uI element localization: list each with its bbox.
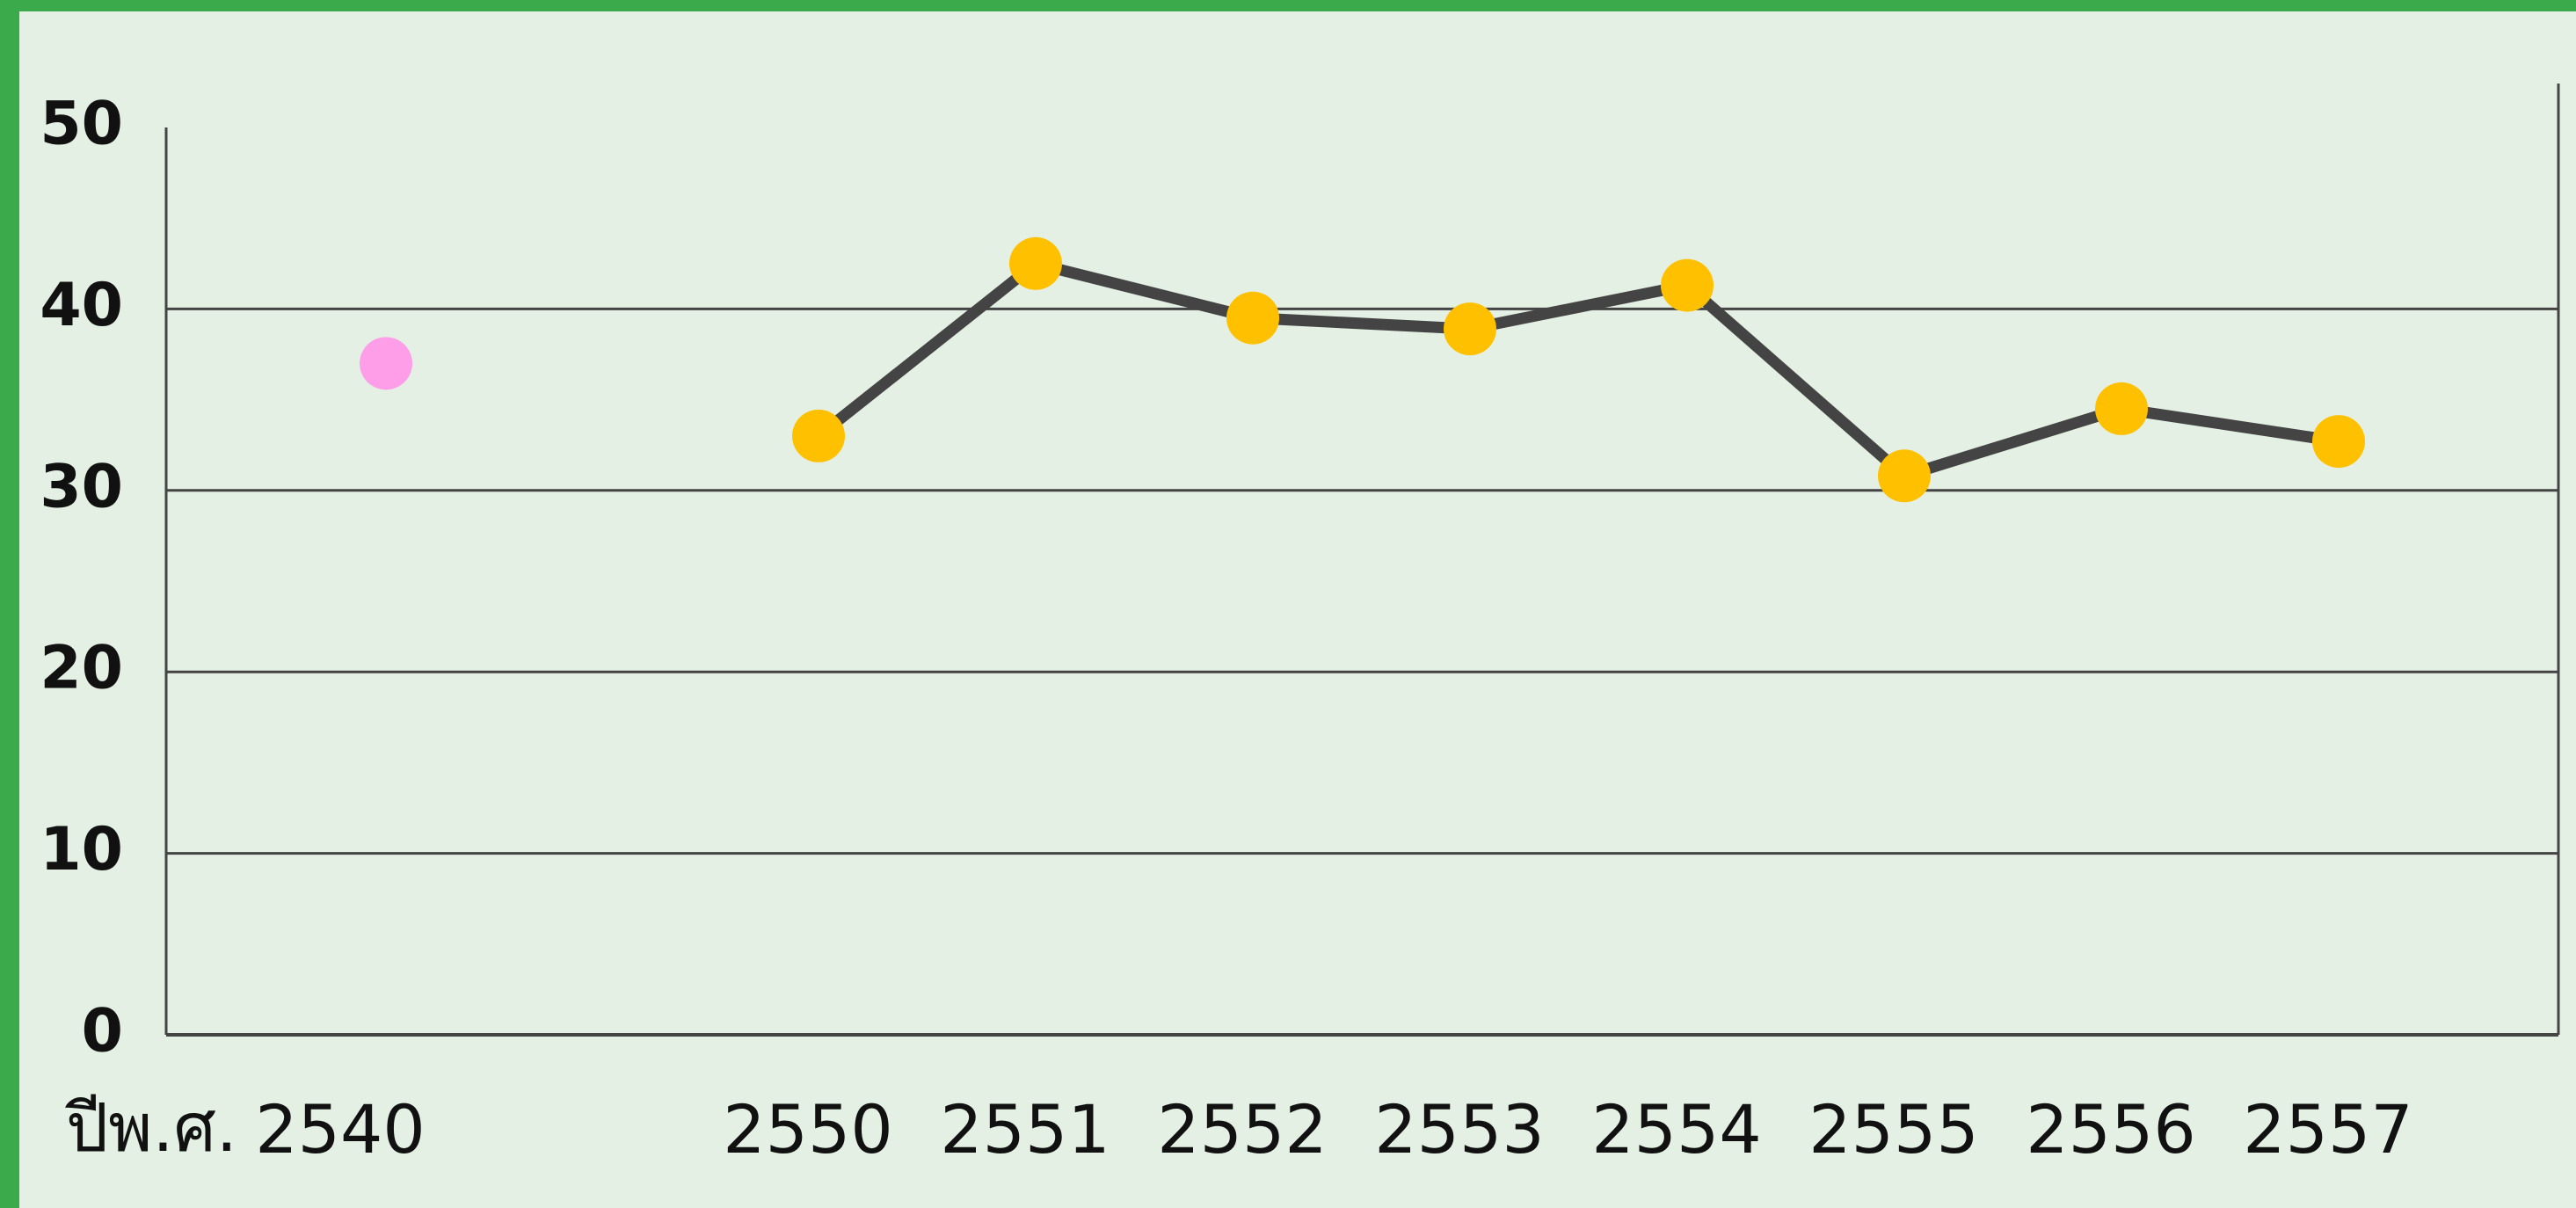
- x-tick-label: 2553: [1374, 1090, 1544, 1168]
- data-point: [1878, 449, 1931, 503]
- x-tick-label: 2557: [2243, 1090, 2412, 1168]
- data-point: [360, 337, 412, 390]
- x-tick-label: 2551: [940, 1090, 1110, 1168]
- x-tick-label: 2552: [1157, 1090, 1327, 1168]
- x-tick-label: 2540: [255, 1090, 425, 1168]
- y-tick-label: 30: [40, 452, 123, 521]
- y-tick-label: 40: [40, 271, 123, 340]
- x-tick-label: 2555: [1808, 1090, 1978, 1168]
- data-point: [1444, 302, 1496, 356]
- left-border: [0, 0, 19, 1208]
- x-tick-label: 2550: [723, 1090, 892, 1168]
- data-point: [792, 409, 845, 462]
- y-tick-label: 0: [82, 997, 123, 1066]
- data-point: [1009, 237, 1062, 290]
- x-tick-label: 2556: [2026, 1090, 2195, 1168]
- data-point: [1661, 258, 1714, 312]
- y-tick-label: 20: [40, 634, 123, 703]
- x-tick-label: 2554: [1591, 1090, 1761, 1168]
- x-axis-label: ปีพ.ศ.: [65, 1088, 237, 1167]
- data-point: [2312, 415, 2365, 469]
- y-tick-label: 50: [40, 90, 123, 159]
- series-line: [814, 257, 2340, 483]
- y-tick-label: 10: [40, 815, 123, 884]
- data-point: [1226, 291, 1279, 345]
- data-point: [2095, 382, 2148, 435]
- top-border: [0, 0, 2576, 11]
